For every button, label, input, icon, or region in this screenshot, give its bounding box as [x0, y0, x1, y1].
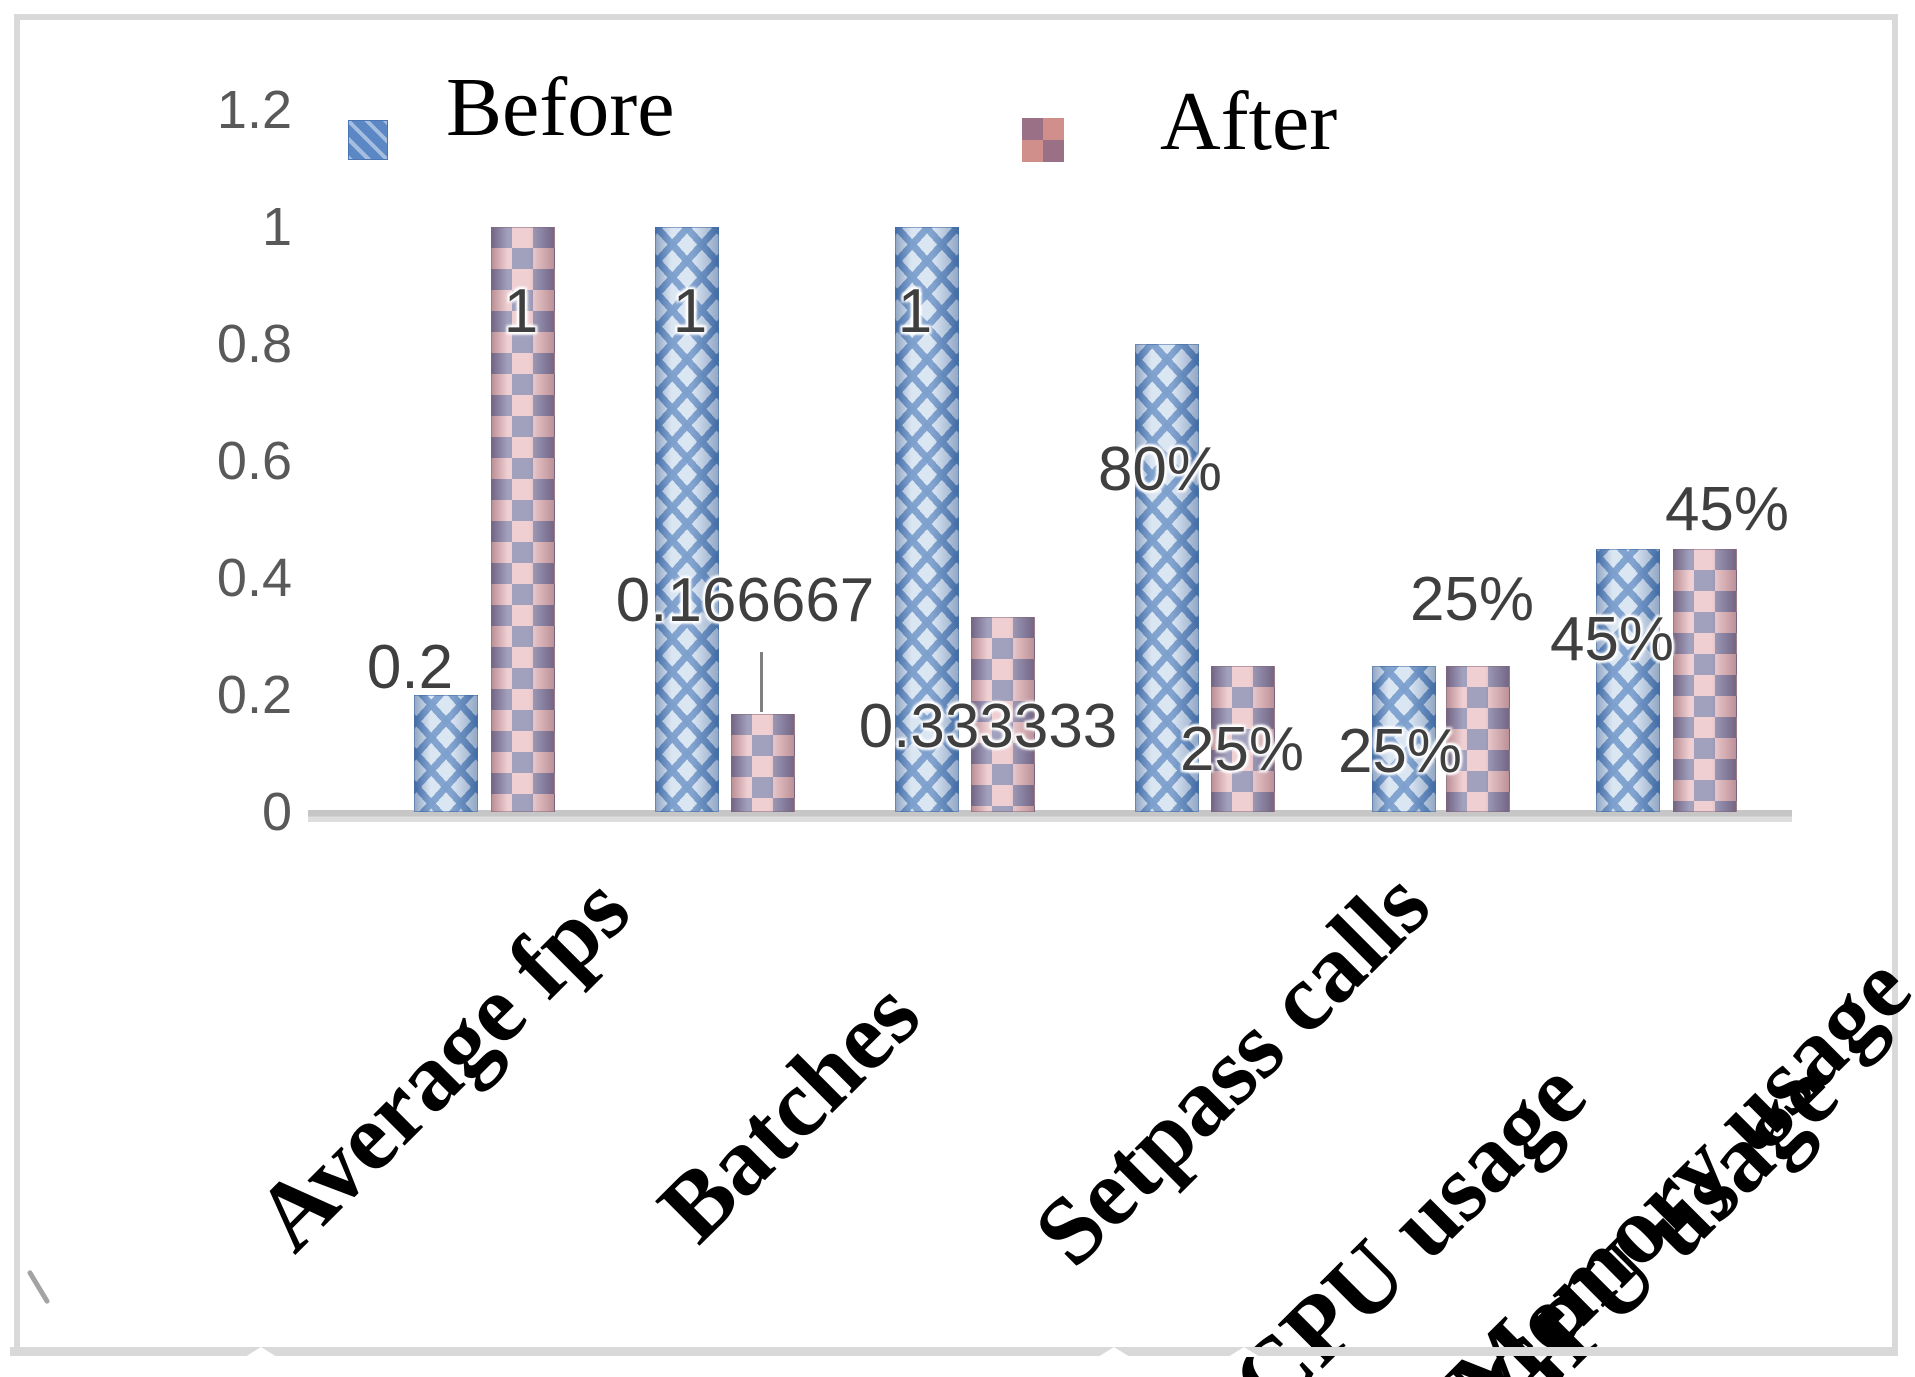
y-tick-label: 0.4	[216, 548, 292, 608]
data-label-after-setpass-calls: 0.333333	[858, 692, 1118, 761]
data-label-before-setpass-calls: 1	[897, 277, 933, 346]
data-label-before-gpu-usage: 25%	[1337, 717, 1463, 786]
bar-after-gpu-usage	[1446, 665, 1510, 812]
y-tick-label: 1.2	[216, 80, 292, 140]
legend-before-swatch-icon	[348, 120, 388, 160]
data-label-before-batches: 1	[672, 277, 708, 346]
data-label-after-memory-usage: 45%	[1664, 475, 1790, 544]
page-edge-notch	[1228, 1347, 1260, 1357]
bar-after-average-fps	[491, 227, 555, 812]
bar-before-cpu-usage	[1135, 344, 1199, 812]
data-label-after-gpu-usage: 25%	[1409, 565, 1535, 634]
bar-after-memory-usage	[1673, 548, 1737, 812]
data-label-before-memory-usage: 45%	[1549, 605, 1675, 674]
data-label-after-average-fps: 1	[503, 277, 539, 346]
bar-after-setpass-calls	[971, 617, 1035, 812]
data-label-leader-line	[760, 652, 763, 712]
y-tick-label: 0	[261, 782, 292, 842]
page-edge-notch	[1098, 1347, 1130, 1357]
bar-before-gpu-usage	[1372, 665, 1436, 812]
y-tick-label: 1	[261, 197, 292, 257]
x-axis-baseline	[308, 810, 1792, 822]
y-tick-label: 0.6	[216, 431, 292, 491]
bar-after-cpu-usage	[1211, 665, 1275, 812]
data-label-after-cpu-usage: 25%	[1179, 715, 1305, 784]
data-label-after-batches: 0.166667	[615, 566, 875, 635]
page-edge-notch	[245, 1347, 277, 1357]
y-tick-label: 0.8	[216, 314, 292, 374]
legend-after-swatch-icon	[1022, 118, 1064, 162]
legend-after-label: After	[1160, 75, 1338, 168]
page-bottom-edge	[10, 1347, 1898, 1356]
bar-after-batches	[731, 714, 795, 812]
bar-before-setpass-calls	[895, 227, 959, 812]
bar-before-memory-usage	[1596, 548, 1660, 812]
bar-before-batches	[655, 227, 719, 812]
data-label-before-average-fps: 0.2	[366, 633, 454, 702]
bar-before-average-fps	[414, 695, 478, 812]
y-tick-label: 0.2	[216, 665, 292, 725]
data-label-before-cpu-usage: 80%	[1097, 435, 1223, 504]
legend-before-label: Before	[446, 61, 675, 154]
